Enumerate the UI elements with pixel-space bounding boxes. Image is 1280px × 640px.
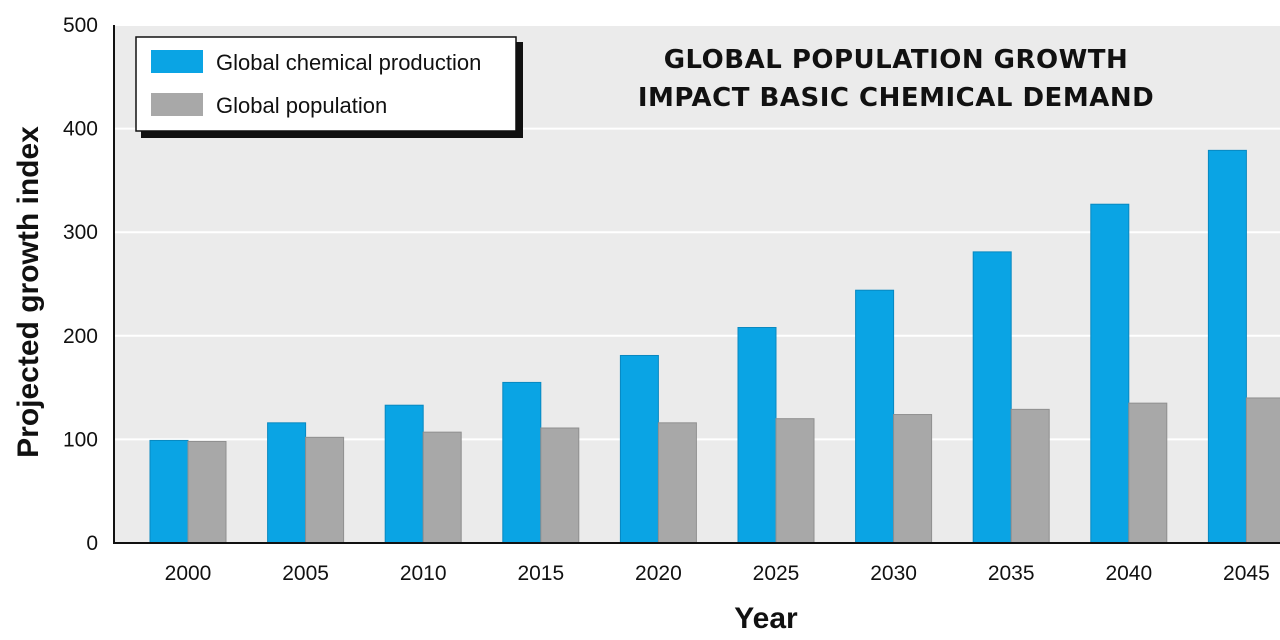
bar-chemical-production-2030 (855, 289, 895, 544)
y-tick-labels: 0 100 200 300 400 500 (63, 14, 98, 555)
legend-label-population: Global population (216, 93, 387, 118)
x-tick-label: 2010 (400, 562, 447, 585)
y-tick-label: 400 (63, 118, 98, 141)
y-tick-label: 0 (86, 532, 98, 555)
x-tick-label: 2020 (635, 562, 682, 585)
legend: Global chemical production Global popula… (135, 36, 523, 138)
x-axis-title: Year (734, 602, 798, 635)
y-tick-label: 100 (63, 428, 98, 451)
bar-chemical-production-2035 (972, 251, 1012, 544)
bar-population-2015 (540, 427, 580, 544)
bar-chemical-production-2045 (1207, 149, 1247, 544)
x-tick-label: 2000 (165, 562, 212, 585)
legend-label-chemical-production: Global chemical production (216, 50, 481, 75)
x-tick-label: 2025 (753, 562, 800, 585)
bar-chemical-production-2000 (149, 439, 189, 544)
chart-title-line-1: GLOBAL POPULATION GROWTH (664, 45, 1129, 75)
bar-chemical-production-2005 (267, 422, 307, 544)
chart-title-line-2: IMPACT BASIC CHEMICAL DEMAND (638, 83, 1154, 113)
bar-population-2040 (1128, 402, 1168, 544)
bar-chemical-production-2010 (384, 404, 424, 544)
bar-population-2020 (657, 422, 697, 544)
bars (149, 149, 1280, 544)
bar-chemical-production-2020 (619, 354, 659, 544)
x-tick-label: 2040 (1105, 562, 1152, 585)
y-tick-label: 200 (63, 325, 98, 348)
x-tick-label: 2005 (282, 562, 329, 585)
x-tick-label: 2015 (517, 562, 564, 585)
x-tick-label: 2030 (870, 562, 917, 585)
bar-chemical-production-2040 (1090, 203, 1130, 544)
legend-swatch-population (151, 93, 203, 116)
bar-population-2025 (775, 418, 815, 544)
y-tick-label: 300 (63, 221, 98, 244)
bar-population-2030 (893, 414, 933, 544)
y-tick-label: 500 (63, 14, 98, 37)
x-tick-label: 2035 (988, 562, 1035, 585)
x-tick-labels: 2000 2005 2010 2015 2020 2025 2030 2035 2040 2045 (165, 562, 1270, 585)
y-axis-title: Projected growth index (12, 126, 45, 458)
bar-population-2035 (1010, 408, 1050, 544)
bar-population-2045 (1245, 397, 1280, 544)
axes (113, 25, 1280, 544)
bar-population-2000 (187, 440, 227, 544)
bar-chemical-production-2015 (502, 381, 542, 544)
legend-swatch-chemical-production (151, 50, 203, 73)
bar-population-2010 (422, 431, 462, 544)
bar-population-2005 (305, 436, 345, 544)
x-tick-label: 2045 (1223, 562, 1270, 585)
bar-chemical-production-2025 (737, 327, 777, 544)
